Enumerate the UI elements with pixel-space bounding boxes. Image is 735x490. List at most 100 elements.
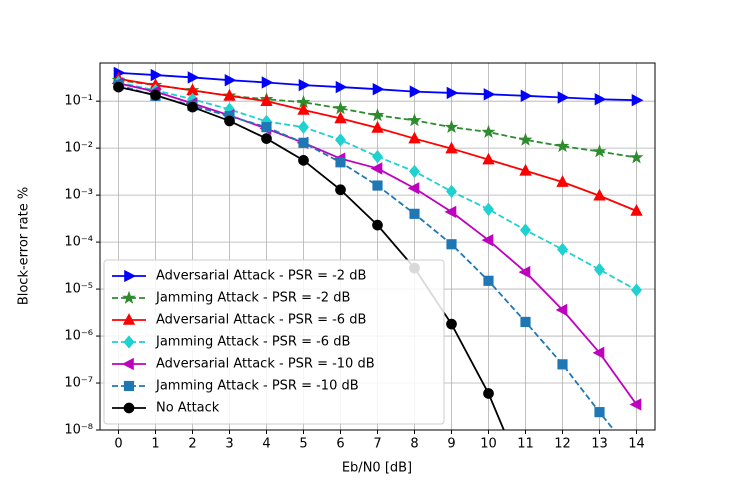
x-tick-label: 6 <box>336 437 344 452</box>
marker <box>372 83 385 96</box>
marker <box>520 316 531 327</box>
y-tick-label: 10⁻² <box>64 141 93 156</box>
x-tick-label: 10 <box>480 437 497 452</box>
marker <box>150 68 163 82</box>
marker <box>629 150 644 164</box>
marker <box>335 184 346 196</box>
legend-box <box>103 259 445 425</box>
legend-marker <box>122 357 134 371</box>
marker <box>223 88 236 101</box>
x-tick-label: 7 <box>373 437 381 452</box>
marker <box>446 239 457 250</box>
marker <box>592 144 607 158</box>
marker <box>260 94 273 106</box>
marker <box>261 76 274 89</box>
x-tick-label: 12 <box>554 437 571 452</box>
marker <box>333 101 348 115</box>
marker <box>298 155 309 166</box>
marker <box>334 111 347 124</box>
marker <box>556 175 569 187</box>
x-axis-label: Eb/N0 [dB] <box>342 461 412 476</box>
y-tick-label: 10⁻⁴ <box>64 235 93 250</box>
legend-marker <box>123 335 135 349</box>
legend-label: Adversarial Attack - PSR = -6 dB <box>156 313 366 328</box>
marker <box>408 131 421 144</box>
marker <box>409 85 422 98</box>
legend-marker <box>123 402 135 414</box>
marker <box>594 407 605 418</box>
marker <box>261 122 272 133</box>
marker <box>372 219 383 231</box>
marker <box>150 89 161 101</box>
x-tick-label: 0 <box>114 437 122 452</box>
marker <box>518 132 533 146</box>
marker <box>444 119 459 134</box>
marker <box>592 346 605 359</box>
marker <box>483 275 494 286</box>
marker <box>297 103 310 115</box>
legend-marker <box>124 269 136 283</box>
x-tick-label: 13 <box>591 437 608 452</box>
series-line <box>118 86 505 430</box>
x-tick-label: 4 <box>262 437 270 452</box>
x-tick-label: 8 <box>410 437 418 452</box>
marker <box>557 242 568 257</box>
marker <box>409 164 420 179</box>
marker <box>630 204 643 216</box>
x-tick-label: 5 <box>299 437 307 452</box>
marker <box>113 81 124 93</box>
marker <box>631 94 644 107</box>
marker <box>187 71 200 84</box>
marker <box>372 149 383 164</box>
marker <box>224 74 237 87</box>
marker <box>629 398 642 411</box>
marker <box>446 318 457 330</box>
x-tick-label: 3 <box>225 437 233 452</box>
marker <box>298 78 311 92</box>
legend-marker <box>122 313 136 325</box>
x-tick-label: 14 <box>628 437 645 452</box>
marker <box>593 188 606 201</box>
marker <box>335 157 346 168</box>
marker <box>555 303 568 317</box>
marker <box>557 359 568 370</box>
marker <box>298 120 309 134</box>
legend-label: Jamming Attack - PSR = -10 dB <box>155 379 359 394</box>
marker <box>407 113 422 127</box>
y-tick-label: 10⁻⁶ <box>64 329 93 344</box>
marker <box>521 477 531 487</box>
marker <box>446 86 459 100</box>
y-tick-label: 10⁻⁵ <box>64 282 93 297</box>
marker <box>555 138 570 153</box>
marker <box>594 262 605 277</box>
x-tick-label: 11 <box>517 437 534 452</box>
marker <box>261 133 272 144</box>
marker <box>224 115 235 127</box>
y-tick-label: 10⁻⁷ <box>64 376 93 391</box>
marker <box>520 223 531 237</box>
marker <box>483 202 494 216</box>
marker <box>482 152 495 165</box>
marker <box>557 91 570 104</box>
marker <box>444 205 457 219</box>
marker <box>407 182 420 195</box>
marker <box>409 208 420 219</box>
marker <box>335 133 346 147</box>
marker <box>371 120 384 133</box>
y-tick-label: 10⁻¹ <box>64 94 93 109</box>
marker <box>483 88 496 101</box>
x-tick-label: 1 <box>151 437 159 452</box>
marker <box>372 180 383 191</box>
marker <box>298 137 309 148</box>
marker <box>481 124 496 138</box>
marker <box>445 141 458 154</box>
marker <box>446 184 457 199</box>
marker <box>370 162 383 175</box>
legend-label: Jamming Attack - PSR = -2 dB <box>155 291 350 306</box>
marker <box>483 388 494 399</box>
marker <box>370 108 385 122</box>
marker <box>519 163 532 176</box>
marker <box>335 80 348 94</box>
y-tick-label: 10⁻⁸ <box>64 423 93 438</box>
